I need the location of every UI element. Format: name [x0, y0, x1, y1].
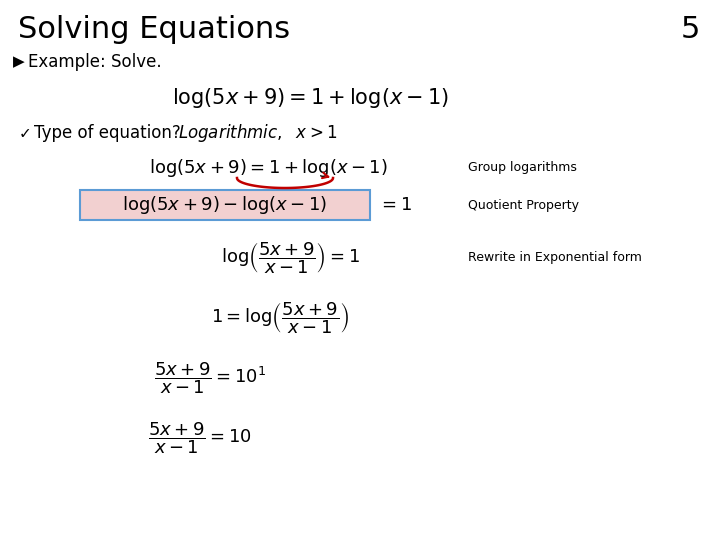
Text: Type of equation?: Type of equation? — [34, 124, 181, 142]
Text: $= 1$: $= 1$ — [378, 196, 412, 214]
Text: $\blacktriangleright$: $\blacktriangleright$ — [10, 54, 27, 70]
Text: Group logarithms: Group logarithms — [468, 161, 577, 174]
Text: $\checkmark$: $\checkmark$ — [18, 125, 30, 140]
Text: 5: 5 — [680, 16, 700, 44]
Text: $\log(5x+9) = 1 + \log(x-1)$: $\log(5x+9) = 1 + \log(x-1)$ — [171, 86, 449, 110]
Text: $\mathit{Logarithmic,}\ \ x > 1$: $\mathit{Logarithmic,}\ \ x > 1$ — [178, 122, 338, 144]
Text: Quotient Property: Quotient Property — [468, 199, 579, 212]
Text: $\dfrac{5x+9}{x-1} = 10^1$: $\dfrac{5x+9}{x-1} = 10^1$ — [154, 360, 266, 396]
Text: $\dfrac{5x+9}{x-1} = 10$: $\dfrac{5x+9}{x-1} = 10$ — [148, 420, 252, 456]
Text: $\log\!\left(\dfrac{5x+9}{x-1}\right) = 1$: $\log\!\left(\dfrac{5x+9}{x-1}\right) = … — [220, 240, 359, 276]
Text: Example: Solve.: Example: Solve. — [28, 53, 161, 71]
Text: Solving Equations: Solving Equations — [18, 16, 290, 44]
Text: $\log(5x+9) = 1 + \log(x-1)$: $\log(5x+9) = 1 + \log(x-1)$ — [148, 157, 387, 179]
Text: $\log(5x+9) - \log(x-1)$: $\log(5x+9) - \log(x-1)$ — [122, 194, 328, 216]
Text: Rewrite in Exponential form: Rewrite in Exponential form — [468, 252, 642, 265]
Text: $1 = \log\!\left(\dfrac{5x+9}{x-1}\right)$: $1 = \log\!\left(\dfrac{5x+9}{x-1}\right… — [211, 300, 349, 336]
FancyBboxPatch shape — [80, 190, 370, 220]
